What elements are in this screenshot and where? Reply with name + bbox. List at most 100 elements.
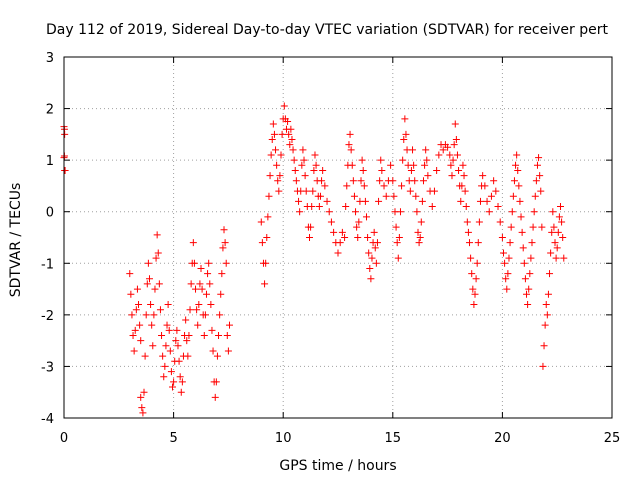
data-point [467,254,475,262]
data-point [276,172,284,180]
data-point [216,311,224,319]
data-point [371,244,379,252]
data-point [309,187,317,195]
data-point [288,136,296,144]
data-point [530,208,538,216]
data-point [129,331,137,339]
data-point [509,192,517,200]
data-point [520,259,528,267]
data-point [170,378,178,386]
data-point [275,187,283,195]
data-point [375,197,383,205]
data-point [262,259,270,267]
data-point [401,115,409,123]
data-point [265,192,273,200]
data-point [349,177,357,185]
data-point [409,146,417,154]
data-point [225,321,233,329]
grid-lines [64,57,612,418]
data-points [60,102,568,417]
data-point [505,254,513,262]
data-point [161,362,169,370]
data-point [416,234,424,241]
data-point [222,259,230,267]
data-point [176,373,184,381]
y-tick-labels: -4 -3 -2 -1 0 1 2 3 [41,51,54,427]
data-point [61,166,69,174]
data-point [167,368,175,376]
data-point [338,228,346,236]
data-point [415,239,423,247]
data-point [280,102,288,110]
data-point [202,290,210,298]
data-point [278,130,286,138]
data-point [502,275,510,283]
data-point [152,254,160,262]
data-point [141,352,149,360]
x-tick-label: 15 [385,431,402,446]
data-point [541,321,549,329]
data-point [258,239,266,247]
data-point [450,141,458,149]
data-point [140,388,148,396]
x-axis-label: GPS time / hours [279,458,396,474]
data-point [549,208,557,216]
data-point [364,234,372,241]
data-point [218,270,226,278]
data-point [268,136,276,144]
data-point [348,161,356,169]
data-point [406,187,414,195]
data-point [198,285,206,293]
data-point [137,337,145,345]
data-point [175,357,183,365]
data-point [270,130,278,138]
data-point [298,161,306,169]
data-point [263,234,271,241]
data-point [533,161,541,169]
y-tick-label: 1 [46,154,54,169]
data-point [555,213,563,221]
data-point [346,130,354,138]
data-point [310,166,318,174]
data-point [220,226,228,234]
data-point [345,141,353,149]
data-point [501,259,509,267]
data-point [127,290,135,298]
data-point [519,244,527,252]
data-point [558,218,566,226]
data-point [466,239,474,247]
data-point [131,326,139,334]
data-point [291,166,299,174]
data-point [529,223,537,231]
y-tick-label: -1 [41,257,54,272]
data-point [543,311,551,319]
data-point [512,161,520,169]
data-point [145,275,153,283]
data-point [536,172,544,180]
data-point [365,249,373,257]
data-point [290,156,298,164]
data-point [221,239,229,247]
data-point [156,306,164,314]
data-point [336,239,344,247]
data-point [524,301,532,309]
data-point [373,239,381,247]
data-point [211,393,219,401]
data-point [402,130,410,138]
data-point [453,151,461,159]
data-point [353,223,361,231]
data-point [347,146,355,154]
data-point [382,192,390,200]
data-point [556,203,564,211]
data-point [193,306,201,314]
data-point [513,151,521,159]
data-point [325,208,333,216]
data-point [182,316,190,324]
data-point [395,234,403,241]
data-point [321,182,329,190]
data-point [162,342,170,350]
data-point [544,290,552,298]
data-point [154,249,162,257]
data-point [498,234,506,241]
